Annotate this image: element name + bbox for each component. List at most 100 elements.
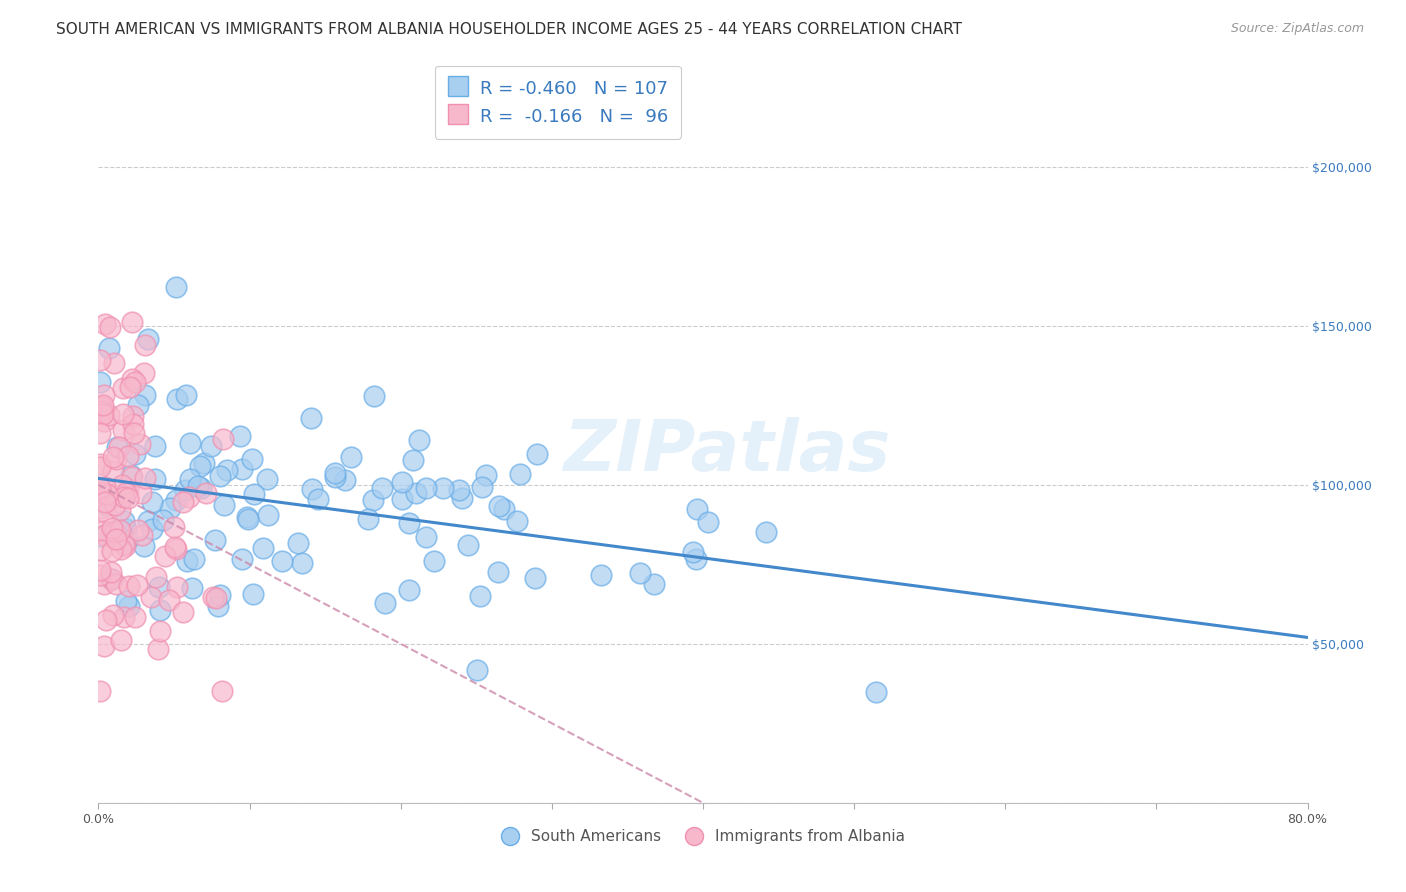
Point [90,400,112,414]
Point [145,570,167,584]
Point [117,491,139,506]
Point [391,492,413,507]
Point [90,500,112,515]
Point [697,515,720,529]
Point [202,590,225,604]
Point [98,319,121,334]
Point [91,398,114,412]
Point [391,475,413,490]
Point [449,483,471,497]
Point [139,590,162,604]
Point [104,498,127,512]
Point [127,523,149,537]
Point [136,332,159,346]
Point [136,514,159,528]
Point [115,522,138,536]
Point [451,491,474,505]
Point [134,387,156,401]
Point [340,450,363,464]
Point [94,480,117,494]
Point [204,533,226,547]
Point [122,409,145,423]
Point [236,512,259,526]
Point [643,577,665,591]
Text: SOUTH AMERICAN VS IMMIGRANTS FROM ALBANIA HOUSEHOLDER INCOME AGES 25 - 44 YEARS : SOUTH AMERICAN VS IMMIGRANTS FROM ALBANI… [56,22,962,37]
Point [159,501,181,516]
Point [270,554,292,568]
Point [89,563,111,577]
Point [129,486,152,500]
Point [118,579,141,593]
Point [103,607,125,622]
Point [122,425,145,440]
Text: ZIPatlas: ZIPatlas [564,417,891,486]
Point [208,469,231,483]
Point [165,542,187,557]
Point [96,487,118,501]
Point [104,525,127,540]
Point [212,432,235,446]
Point [172,605,194,619]
Point [166,392,188,407]
Point [471,480,494,494]
Point [108,503,131,517]
Point [865,685,887,699]
Point [112,514,135,528]
Point [143,439,166,453]
Point [121,315,143,329]
Point [181,581,204,595]
Point [208,588,231,602]
Point [242,587,264,601]
Point [148,581,170,595]
Point [187,479,209,493]
Point [240,451,263,466]
Point [141,495,163,509]
Point [125,578,148,592]
Point [207,599,229,614]
Point [157,592,180,607]
Text: Source: ZipAtlas.com: Source: ZipAtlas.com [1230,22,1364,36]
Point [105,532,128,546]
Point [398,516,420,530]
Point [256,472,278,486]
Point [132,540,155,554]
Point [127,398,149,412]
Point [94,613,117,627]
Point [134,337,156,351]
Point [465,663,488,677]
Point [100,572,122,586]
Point [100,544,122,558]
Point [165,279,187,293]
Point [205,591,228,605]
Legend: South Americans, Immigrants from Albania: South Americans, Immigrants from Albania [495,822,911,850]
Point [134,471,156,485]
Point [217,463,239,477]
Point [212,498,235,512]
Point [114,486,136,500]
Point [101,521,124,535]
Point [100,524,122,539]
Point [363,389,385,403]
Point [101,572,124,586]
Point [408,433,430,447]
Point [89,460,111,475]
Point [143,472,166,486]
Point [231,461,253,475]
Point [101,464,124,478]
Point [373,596,395,610]
Point [105,451,128,466]
Point [110,632,132,647]
Point [423,554,446,568]
Point [94,318,117,332]
Point [333,473,356,487]
Point [591,568,613,582]
Point [124,447,146,461]
Point [415,481,437,495]
Point [190,481,212,495]
Point [371,481,394,495]
Point [163,520,186,534]
Point [231,551,253,566]
Point [91,407,114,421]
Point [172,495,194,509]
Point [165,540,187,554]
